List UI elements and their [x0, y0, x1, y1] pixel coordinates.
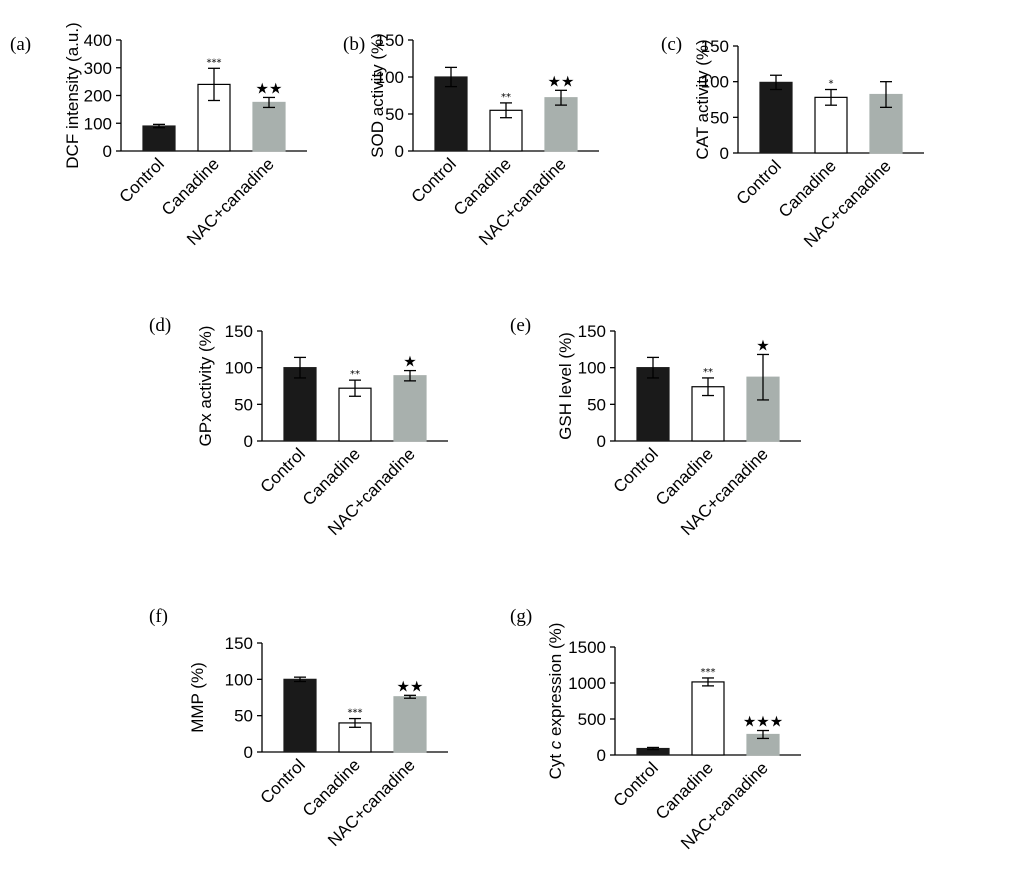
panel-g-y-axis-label-part: Cyt [546, 749, 565, 779]
panel-d-y-tick-label: 100 [225, 359, 253, 378]
panel-g-y-tick-label: 500 [578, 710, 606, 729]
panel-b-category-label: Control [408, 154, 460, 206]
panel-d-y-axis-label: GPx activity (%) [196, 326, 215, 447]
panel-b-letter: (b) [343, 34, 365, 55]
panel-f-bar [283, 678, 317, 753]
panel-b-y-tick-label: 150 [376, 31, 404, 50]
panel-g-significance-mark: ★★★ [743, 713, 783, 731]
panel-c-y-tick-label: 150 [701, 37, 729, 56]
panel-c-significance-mark: * [829, 79, 834, 90]
panel-e-y-tick-label: 150 [578, 322, 606, 341]
panel-e-bar [636, 367, 670, 442]
panel-g-bar [691, 681, 725, 756]
panel-b-bar [434, 76, 468, 152]
panel-b-y-axis-label: SOD activity (%) [368, 33, 387, 158]
panel-g-significance-mark: *** [701, 667, 716, 678]
panel-g-category-label: Control [610, 758, 662, 810]
panel-g-y-tick-label: 1500 [568, 638, 606, 657]
panel-g-y-tick-label: 1000 [568, 674, 606, 693]
panel-c-y-axis-label: CAT activity (%) [693, 39, 712, 159]
panel-a-bar [142, 125, 176, 152]
panel-a-y-tick-label: 400 [84, 31, 112, 50]
panel-f-significance-mark: *** [348, 708, 363, 719]
panel-b-significance-mark: ** [501, 92, 511, 103]
panel-d-letter: (d) [149, 315, 171, 336]
panel-f-y-tick-label: 50 [234, 707, 253, 726]
panel-e-significance-mark: ★ [756, 336, 769, 354]
panel-e-significance-mark: ** [703, 367, 713, 378]
panel-d-y-tick-label: 0 [244, 432, 253, 451]
panel-f-category-label: Control [257, 755, 309, 807]
panel-b-y-tick-label: 100 [376, 68, 404, 87]
panel-e-letter: (e) [510, 315, 531, 336]
panel-c-bar [759, 81, 793, 154]
panel-b-y-tick-label: 0 [395, 142, 404, 161]
panel-c-y-tick-label: 0 [720, 144, 729, 163]
panel-a-y-tick-label: 300 [84, 59, 112, 78]
panel-g-y-axis-label: Cyt c expression (%) [546, 623, 565, 780]
panel-b-y-tick-label: 50 [385, 105, 404, 124]
panel-f-y-tick-label: 0 [244, 743, 253, 762]
panel-c-category-label: Control [733, 156, 785, 208]
panel-d-significance-mark: ** [350, 369, 360, 380]
panel-a-significance-mark: *** [207, 57, 222, 68]
panel-c-bar [814, 96, 848, 154]
panel-a-y-axis-label: DCF intensity (a.u.) [63, 22, 82, 168]
panel-f-y-tick-label: 150 [225, 634, 253, 653]
panel-g-y-axis-label-part: expression (%) [546, 623, 565, 741]
panel-a-significance-mark: ★★ [256, 79, 283, 97]
panel-b-significance-mark: ★★ [548, 72, 575, 90]
panel-d-y-tick-label: 150 [225, 322, 253, 341]
panel-e-y-tick-label: 100 [578, 359, 606, 378]
panel-f-bar [393, 696, 427, 753]
panel-c-y-tick-label: 100 [701, 73, 729, 92]
panel-d-significance-mark: ★ [403, 353, 416, 371]
panel-b-bar [544, 97, 578, 152]
panel-f-y-axis-label: MMP (%) [188, 662, 207, 733]
panel-e-y-tick-label: 0 [597, 432, 606, 451]
panel-a-y-tick-label: 200 [84, 87, 112, 106]
panel-e-category-label: Control [610, 444, 662, 496]
panel-d-bar [393, 375, 427, 442]
panel-g-y-axis-label-part: c [546, 740, 565, 749]
panel-e-y-axis-label: GSH level (%) [556, 332, 575, 440]
panel-a-y-tick-label: 0 [103, 142, 112, 161]
panel-d-bar [338, 387, 372, 442]
panel-d-category-label: Control [257, 444, 309, 496]
panel-a-bar [252, 101, 286, 152]
panel-f-significance-mark: ★★ [397, 677, 424, 695]
panel-a-y-tick-label: 100 [84, 114, 112, 133]
panel-e-y-tick-label: 50 [587, 395, 606, 414]
panel-d-bar [283, 367, 317, 442]
panel-f-letter: (f) [149, 606, 168, 627]
panel-c-letter: (c) [661, 34, 682, 55]
panel-f-y-tick-label: 100 [225, 670, 253, 689]
panel-g-y-tick-label: 0 [597, 746, 606, 765]
panel-d-y-tick-label: 50 [234, 395, 253, 414]
panel-g-letter: (g) [510, 606, 532, 627]
panel-c-y-tick-label: 50 [710, 108, 729, 127]
panel-a-category-label: Control [116, 154, 168, 206]
panel-a-letter: (a) [10, 34, 31, 55]
